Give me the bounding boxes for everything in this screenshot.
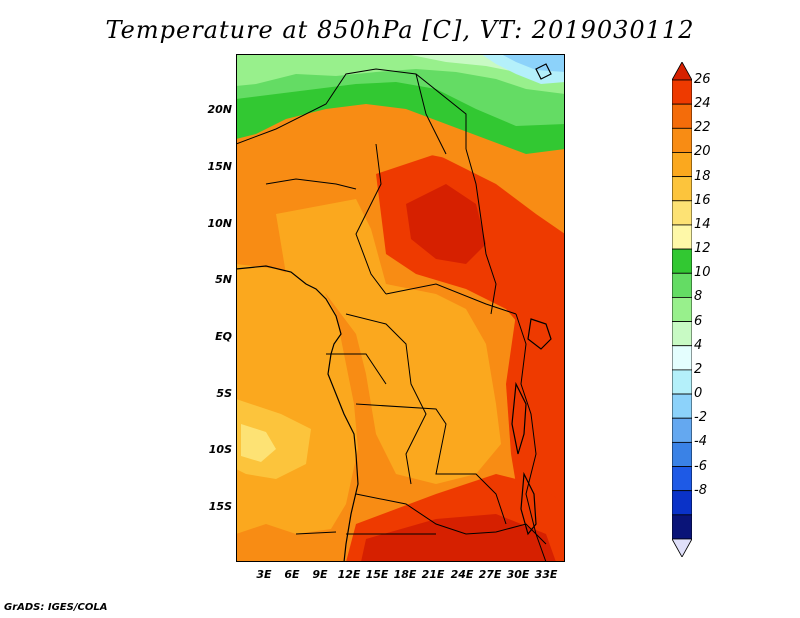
lat-label-15n: 15N — [207, 160, 232, 173]
colorbar-level-label: 14 — [694, 216, 711, 232]
lat-label-5n: 5N — [215, 273, 232, 286]
coastlines — [236, 63, 552, 562]
border-line — [385, 283, 517, 315]
colorbar-level-label: 4 — [694, 337, 703, 353]
lon-label-18e: 18E — [393, 568, 417, 581]
lat-label-20n: 20N — [207, 103, 232, 116]
lat-label-eq: EQ — [215, 330, 232, 343]
lon-label-9e: 9E — [312, 568, 328, 581]
lon-label-27e: 27E — [478, 568, 502, 581]
colorbar-level-label: 0 — [694, 386, 703, 402]
lat-label-5s: 5S — [216, 387, 232, 400]
border-line — [345, 313, 427, 485]
colorbar-swatch — [671, 321, 693, 347]
map-title: Temperature at 850hPa [C], VT: 201903011… — [105, 16, 695, 44]
colorbar-top-arrow — [671, 61, 693, 81]
lon-label-30e: 30E — [506, 568, 530, 581]
colorbar-level-label: -8 — [694, 482, 707, 498]
colorbar-swatch — [671, 417, 693, 443]
lat-label-10n: 10N — [207, 217, 232, 230]
colorbar-swatch — [671, 176, 693, 202]
lon-label-6e: 6E — [284, 568, 300, 581]
temperature-map — [236, 54, 565, 562]
border-line — [295, 531, 337, 535]
temp-zone-0-2-ne — [501, 54, 565, 72]
colorbar-swatch — [671, 224, 693, 250]
lake-outline — [535, 63, 552, 80]
temp-zone-24-26-ne — [406, 184, 486, 264]
colorbar-level-label: -6 — [694, 458, 707, 474]
lon-label-24e: 24E — [450, 568, 474, 581]
colorbar-level-label: 8 — [694, 289, 703, 305]
colorbar-level-label: 24 — [694, 96, 711, 112]
lon-label-21e: 21E — [421, 568, 445, 581]
colorbar-level-label: 2 — [694, 361, 703, 377]
colorbar-swatch — [671, 152, 693, 178]
border-line — [465, 148, 497, 315]
colorbar-level-label: -4 — [694, 434, 707, 450]
colorbar-swatch — [671, 248, 693, 274]
border-line — [515, 313, 547, 562]
colorbar-swatch — [671, 490, 693, 516]
colorbar-swatch — [671, 514, 693, 540]
border-line — [326, 353, 387, 385]
colorbar-swatch — [671, 127, 693, 153]
lon-label-15e: 15E — [365, 568, 389, 581]
lake-outline — [520, 471, 537, 536]
colorbar-level-label: 20 — [694, 144, 711, 160]
lat-label-10s: 10S — [208, 443, 232, 456]
border-line — [265, 178, 357, 190]
colorbar-level-label: 6 — [694, 313, 703, 329]
colorbar-level-label: 10 — [694, 265, 711, 281]
footer-credit: GrADS: IGES/COLA — [4, 602, 108, 613]
colorbar-level-label: 12 — [694, 241, 711, 257]
colorbar-level-label: -2 — [694, 410, 707, 426]
colorbar — [671, 61, 693, 558]
colorbar-swatch — [671, 79, 693, 105]
colorbar-swatch — [671, 200, 693, 226]
coast-line — [236, 265, 359, 562]
lat-label-15s: 15S — [208, 500, 232, 513]
temp-zone-18-20-center — [276, 199, 501, 484]
border-line — [236, 68, 467, 149]
colorbar-swatch — [671, 297, 693, 322]
lake-outline — [527, 318, 552, 350]
colorbar-level-label: 22 — [694, 120, 711, 136]
border-line — [355, 493, 547, 545]
border-line — [415, 73, 447, 155]
border-line — [355, 143, 387, 295]
lon-label-3e: 3E — [256, 568, 272, 581]
lon-label-12e: 12E — [337, 568, 361, 581]
colorbar-swatch — [671, 272, 693, 298]
colorbar-swatch — [671, 345, 693, 371]
colorbar-swatch — [671, 369, 693, 395]
temp-zone-14-16-west — [241, 424, 276, 462]
colorbar-swatch — [671, 466, 693, 492]
colorbar-bottom-arrow — [671, 538, 693, 558]
colorbar-level-label: 16 — [694, 192, 711, 208]
border-line — [355, 403, 507, 525]
colorbar-level-label: 26 — [694, 72, 711, 87]
map-frame — [236, 54, 565, 562]
colorbar-swatch — [671, 393, 693, 419]
lon-label-33e: 33E — [534, 568, 558, 581]
country-borders — [236, 68, 547, 562]
lake-outline — [511, 381, 527, 455]
temp-zone-24-26-south — [361, 514, 556, 562]
colorbar-swatch — [671, 441, 693, 467]
colorbar-swatch — [671, 103, 693, 129]
colorbar-level-label: 18 — [694, 168, 711, 184]
